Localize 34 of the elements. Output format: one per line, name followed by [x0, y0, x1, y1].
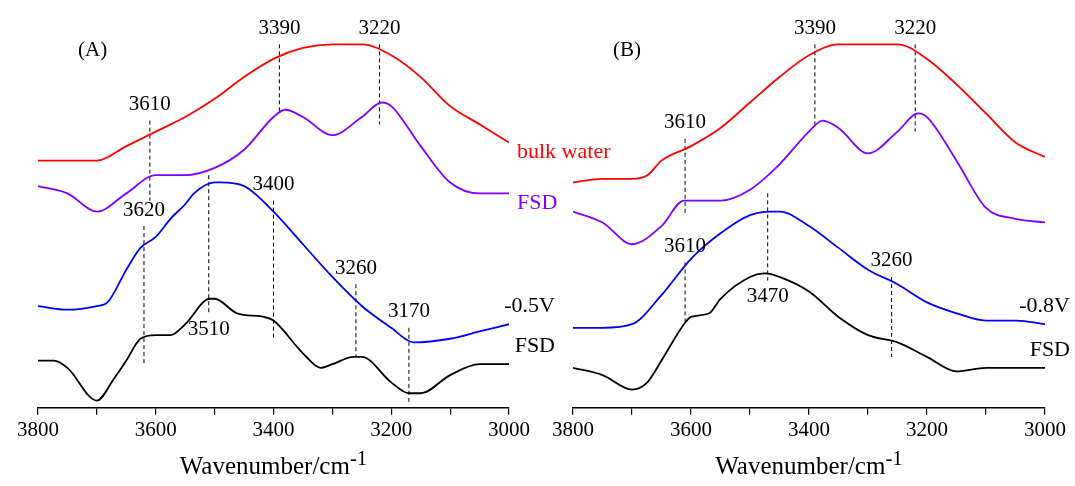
annotation: 3390	[258, 14, 301, 39]
x-axis-title: Wavenumber/cm$^{-1}$	[715, 446, 903, 481]
annotation: 3510	[187, 315, 230, 340]
x-tick-label: 3200	[370, 416, 413, 441]
series-label: FSD	[514, 331, 555, 357]
annotation: 3470	[746, 283, 789, 308]
x-tick-label: 3000	[488, 416, 530, 441]
series-label: -0.8V	[1019, 291, 1071, 317]
annotation: 3620	[122, 196, 165, 221]
annotation: 3610	[128, 91, 171, 116]
x-tick-label: 3800	[17, 416, 59, 441]
series-label: -0.5V	[504, 291, 556, 317]
chart-title: (B)	[613, 36, 641, 61]
annotation: 3390	[793, 14, 836, 39]
x-tick-label: 3000	[1024, 416, 1066, 441]
x-tick-label: 3800	[552, 416, 594, 441]
annotation: 3260	[870, 247, 913, 272]
x-tick-label: 3200	[906, 416, 948, 441]
series-label: FSD	[517, 189, 558, 215]
annotation: 3170	[387, 298, 430, 323]
x-tick-label: 3400	[788, 416, 830, 441]
chart-title: (A)	[78, 36, 108, 61]
annotation: 3400	[252, 171, 295, 196]
series-label: bulk water	[517, 138, 612, 164]
x-tick-label: 3400	[252, 416, 295, 441]
annotation: 3610	[664, 109, 707, 134]
annotation: 3220	[894, 14, 937, 39]
annotation: 3220	[358, 14, 401, 39]
x-axis-title: Wavenumber/cm$^{-1}$	[179, 446, 368, 481]
series-label: FSD	[1029, 335, 1070, 361]
x-tick-label: 3600	[670, 416, 712, 441]
annotation: 3260	[334, 254, 377, 279]
x-tick-label: 3600	[134, 416, 177, 441]
annotation: 3610	[664, 232, 707, 257]
